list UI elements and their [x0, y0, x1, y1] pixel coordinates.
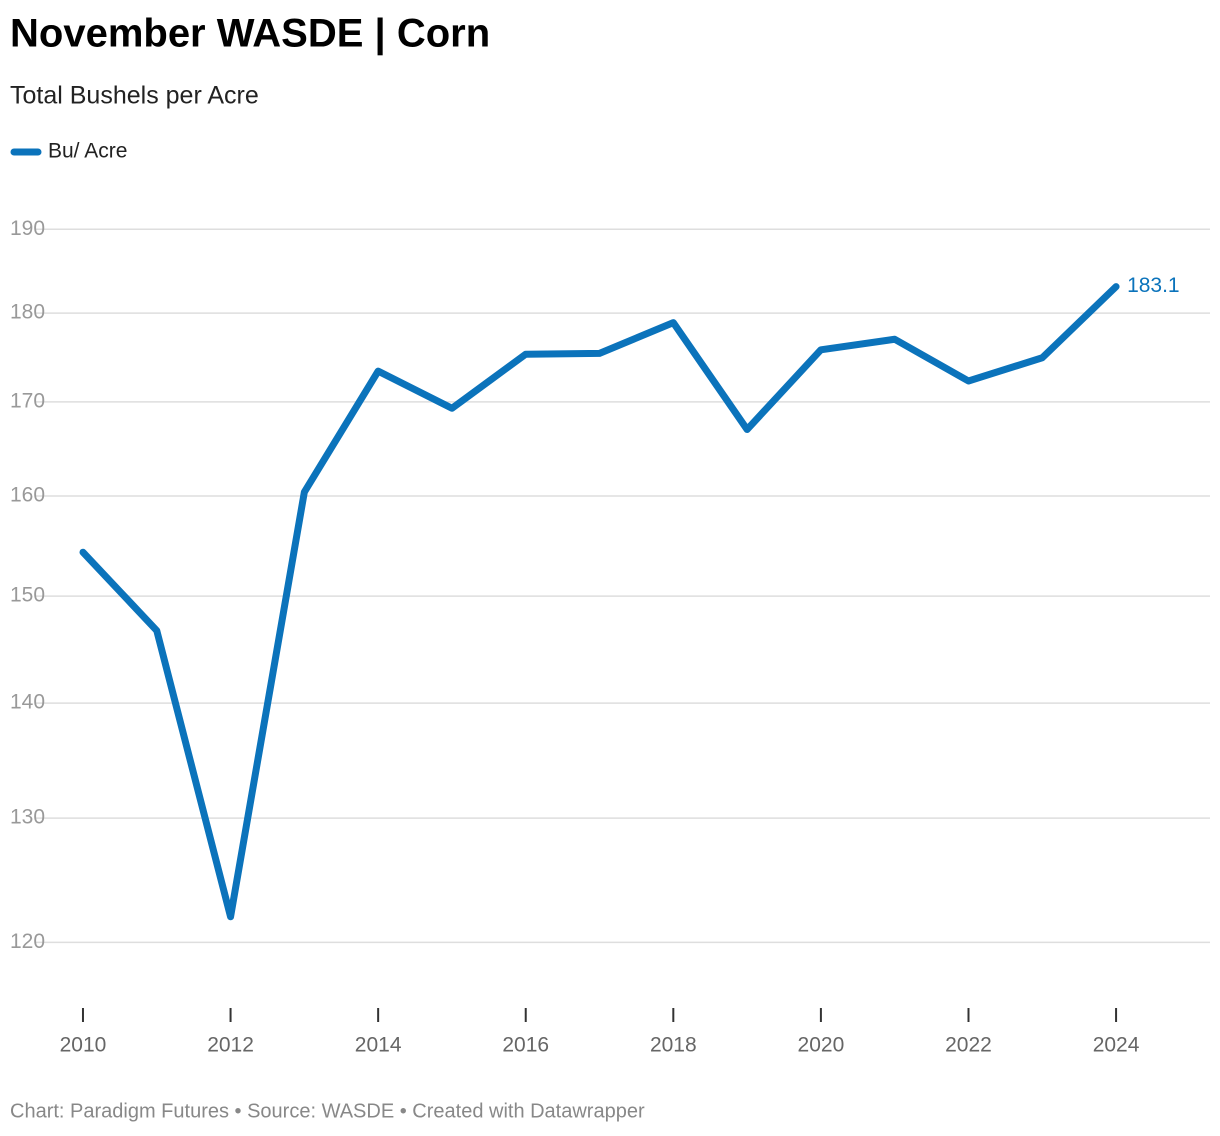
x-tick-label: 2018: [650, 1034, 697, 1057]
x-tick-label: 2012: [207, 1034, 254, 1057]
chart-subtitle: Total Bushels per Acre: [10, 82, 259, 110]
chart-title: November WASDE | Corn: [10, 12, 490, 56]
y-tick-label: 140: [10, 691, 45, 714]
y-tick-label: 160: [10, 483, 45, 506]
x-tick-label: 2020: [798, 1034, 845, 1057]
y-tick-label: 120: [10, 930, 45, 953]
x-tick-label: 2014: [355, 1034, 402, 1057]
x-tick-label: 2022: [945, 1034, 992, 1057]
y-tick-label: 190: [10, 217, 45, 240]
y-tick-label: 130: [10, 806, 45, 829]
value-label: 183.1: [1127, 274, 1180, 297]
x-tick-label: 2024: [1093, 1034, 1140, 1057]
x-tick-label: 2016: [502, 1034, 549, 1057]
y-tick-label: 150: [10, 584, 45, 607]
legend-label: Bu/ Acre: [48, 140, 127, 163]
footer: Chart: Paradigm Futures • Source: WASDE …: [10, 1100, 645, 1122]
y-tick-label: 180: [10, 301, 45, 324]
y-tick-label: 170: [10, 389, 45, 412]
data-line: [79, 283, 1120, 921]
x-tick-label: 2010: [60, 1034, 107, 1057]
